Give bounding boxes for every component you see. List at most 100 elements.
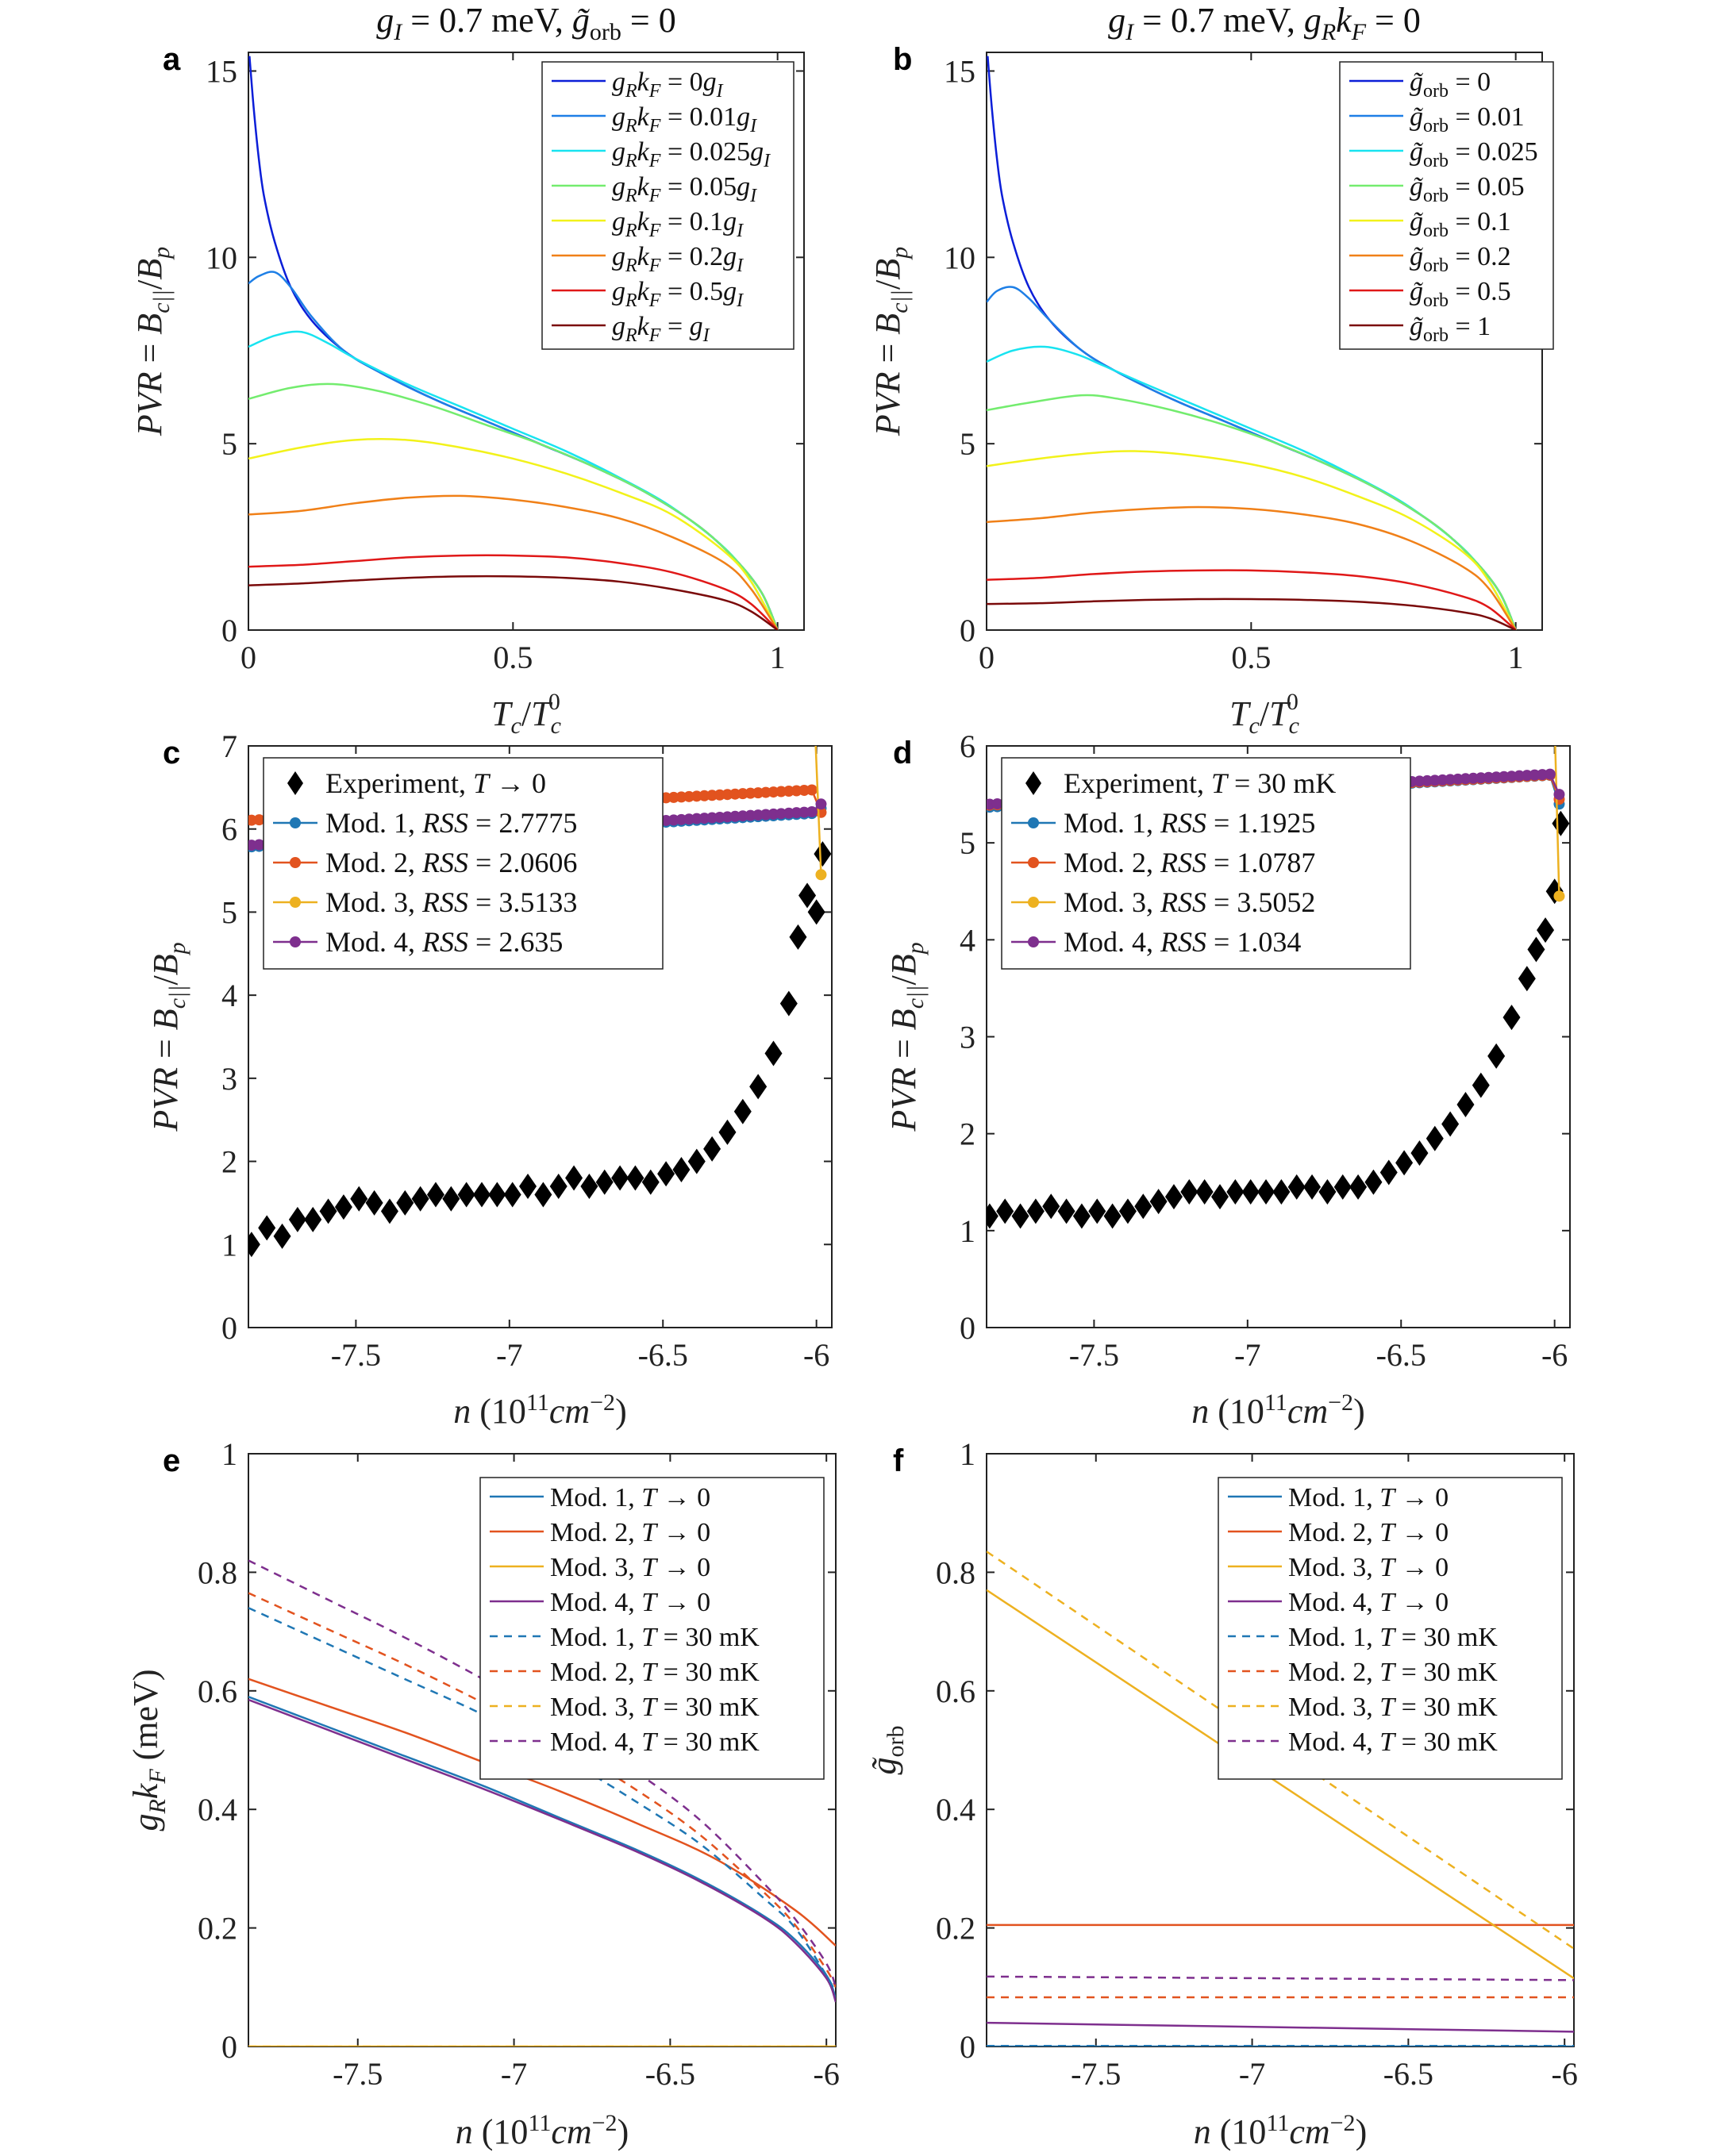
y-tick-label: 15 — [944, 53, 975, 89]
data-point-model — [1299, 583, 1310, 594]
legend-box — [541, 61, 795, 350]
data-point-experiment — [1456, 1092, 1475, 1118]
data-point-model — [1506, 551, 1518, 562]
legend-item: Mod. 1, T → 0 — [1228, 1483, 1449, 1512]
data-point-model — [1483, 555, 1494, 566]
data-point-experiment — [1241, 1178, 1260, 1205]
data-point-experiment — [1072, 1203, 1091, 1229]
data-point-experiment — [749, 1074, 768, 1100]
plot-frame — [248, 52, 805, 631]
data-point-model — [1322, 580, 1333, 591]
x-tick-label: -6 — [1552, 2056, 1578, 2092]
data-point-model — [1114, 613, 1125, 624]
data-point-experiment — [1379, 1159, 1398, 1186]
data-point-model — [292, 724, 303, 736]
legend-item: gRkF = gI — [552, 312, 710, 346]
data-point-model — [254, 731, 265, 742]
legend-marker — [1028, 857, 1039, 868]
data-point-experiment — [1287, 1174, 1306, 1200]
series-line — [987, 450, 1517, 630]
legend-label: gRkF = 0.1gI — [612, 207, 744, 241]
y-tick-label: 6 — [960, 728, 975, 764]
panel-e: e -7.5 -7 -6.5 -6 0 0.2 0.4 0.6 0.8 1 n (1011cm−2) g… — [126, 1436, 840, 2151]
data-point-model — [999, 631, 1010, 642]
data-point-model — [1022, 627, 1033, 638]
data-point-model — [269, 728, 280, 740]
data-point-experiment — [626, 1165, 644, 1191]
series-line — [248, 1698, 836, 2003]
legend-marker — [290, 897, 301, 908]
data-point-experiment — [814, 841, 832, 867]
data-point-model — [1222, 596, 1233, 607]
series-line — [248, 382, 779, 630]
legend-item: Experiment, T → 0 — [287, 767, 546, 799]
y-tick-label: 7 — [221, 728, 237, 764]
data-point-model — [1314, 581, 1325, 592]
panel-letter: d — [893, 736, 912, 771]
data-point-model — [369, 713, 380, 724]
legend-label: g̃orb = 1 — [1410, 312, 1491, 346]
legend-item: Mod. 4, T → 0 — [490, 1588, 710, 1617]
data-point-model — [476, 698, 487, 709]
panel-c: c -7.5 -7 -6.5 -6 0 1 2 3 4 5 6 7 n (1011cm−2) PVR = B… — [146, 659, 833, 1431]
legend-label: gRkF = 0.025gI — [612, 137, 771, 171]
data-point-model — [1429, 563, 1441, 574]
x-tick-label: 0.5 — [493, 640, 533, 675]
data-point-experiment — [1257, 1178, 1275, 1205]
legend-label: Mod. 4, RSS = 2.635 — [325, 926, 563, 958]
plot-area — [987, 1551, 1574, 2046]
panel-letter: b — [893, 42, 912, 77]
data-point-model — [407, 708, 418, 719]
y-axis-label: g̃orb — [864, 1726, 909, 1775]
data-point-model — [729, 659, 741, 671]
legend-label: Mod. 1, T = 30 mK — [1288, 1623, 1498, 1652]
legend-item: Mod. 1, T → 0 — [490, 1483, 710, 1512]
y-tick-label: 0 — [221, 1310, 237, 1346]
legend-marker — [1028, 936, 1039, 947]
series-line — [987, 2021, 1574, 2033]
data-point-experiment — [1272, 1178, 1291, 1205]
data-point-model — [346, 717, 357, 728]
data-point-model — [461, 700, 472, 711]
x-tick-label: -6.5 — [645, 2056, 695, 2092]
legend-label: g̃orb = 0.05 — [1410, 172, 1525, 206]
data-point-model — [1275, 587, 1287, 598]
legend-marker — [1025, 771, 1041, 795]
data-point-experiment — [1103, 1203, 1122, 1229]
data-point-experiment — [672, 1157, 691, 1183]
legend-label: Mod. 4, RSS = 1.034 — [1064, 926, 1301, 958]
x-tick-label: -7.5 — [1071, 2056, 1121, 2092]
data-point-model — [1183, 601, 1195, 613]
data-point-model — [560, 685, 571, 696]
legend-item: Mod. 3, T = 30 mK — [1228, 1693, 1498, 1722]
legend-item: Mod. 2, T = 30 mK — [490, 1658, 760, 1687]
legend-marker — [1028, 817, 1039, 828]
data-point-experiment — [1118, 1198, 1137, 1224]
data-point-model — [1160, 605, 1172, 617]
data-point-model — [652, 671, 664, 682]
series-line — [987, 345, 1517, 630]
data-point-model — [438, 703, 449, 714]
legend-item: Mod. 3, RSS = 3.5133 — [273, 886, 577, 918]
legend-item: gRkF = 0.025gI — [552, 137, 771, 171]
legend-item: g̃orb = 0.5 — [1349, 277, 1511, 311]
legend-item: Mod. 4, RSS = 1.034 — [1011, 926, 1301, 958]
data-point-model — [1522, 548, 1533, 559]
data-point-model — [1091, 617, 1102, 628]
panel-letter: a — [163, 42, 181, 77]
data-point-model — [453, 701, 464, 712]
data-point-model — [384, 711, 395, 722]
legend: g̃orb = 0g̃orb = 0.01g̃orb = 0.025g̃orb … — [1339, 61, 1554, 350]
x-tick-label: 0 — [979, 640, 995, 675]
series-line — [987, 569, 1517, 630]
legend-label: Mod. 3, T → 0 — [1288, 1553, 1449, 1582]
data-point-model — [815, 798, 827, 810]
panel-f: f -7.5 -7 -6.5 -6 0 0.2 0.4 0.6 0.8 1 n (1011cm−2) g… — [864, 1436, 1578, 2151]
y-tick-label: 3 — [960, 1020, 975, 1055]
data-point-model — [675, 667, 687, 678]
data-point-experiment — [1164, 1184, 1183, 1210]
legend-label: g̃orb = 0.2 — [1410, 242, 1511, 276]
legend-item: Mod. 1, RSS = 2.7775 — [273, 807, 577, 839]
data-point-experiment — [1088, 1198, 1106, 1224]
